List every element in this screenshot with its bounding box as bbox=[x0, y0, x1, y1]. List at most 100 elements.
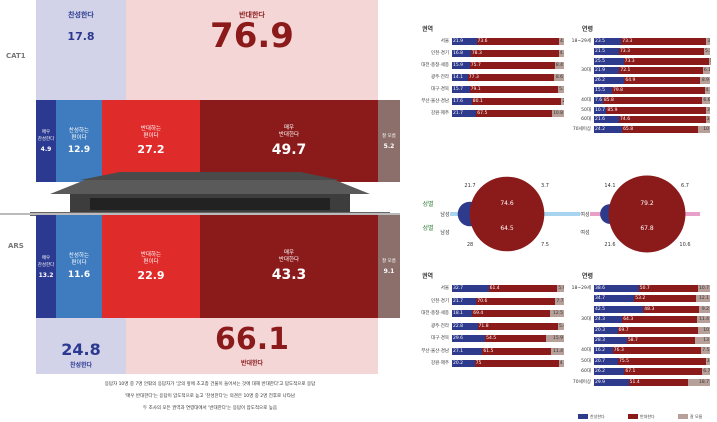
ars-very-support-cell: 매우 찬성한다 13.2 bbox=[36, 215, 56, 318]
bar-segment: 10 bbox=[698, 326, 710, 334]
cat1-very-support-cell: 매우 찬성한다 4.9 bbox=[36, 100, 56, 182]
center-divider-line bbox=[0, 213, 400, 215]
ars-very-oppose-value: 43.3 bbox=[271, 267, 307, 283]
bar-segment: 71.8 bbox=[477, 322, 558, 330]
oppose-background bbox=[126, 0, 378, 100]
row-label: 18~29세 bbox=[571, 39, 591, 44]
cat1-very-support-label: 매우 찬성한다 bbox=[37, 130, 55, 142]
bar-segment: 27.1 bbox=[452, 347, 483, 355]
gender-oppose-top-value: 74.6 bbox=[500, 200, 514, 207]
cat1-very-support-value: 4.9 bbox=[40, 146, 52, 153]
bar-segment: 73.3 bbox=[618, 47, 704, 55]
bar-segment: 16.2 bbox=[594, 347, 613, 355]
bar-segment: 24.2 bbox=[594, 126, 623, 134]
bar-segment: 7.7 bbox=[555, 297, 564, 305]
legend-swatch-unknown bbox=[678, 414, 688, 419]
bar-segment: 51.4 bbox=[628, 378, 689, 386]
ars-very-support-value: 13.2 bbox=[38, 271, 54, 279]
bar-segment: 64.3 bbox=[622, 316, 697, 324]
row-label: 서울 bbox=[440, 286, 449, 291]
gender-unknown-top-value: 6.7 bbox=[681, 183, 689, 189]
cat1-oppose-label: 반대하는 편이다 bbox=[140, 126, 162, 139]
bar-segment: 26.2 bbox=[594, 77, 625, 85]
cat1-very-oppose-cell: 매우 반대한다 49.7 bbox=[200, 100, 378, 182]
bar-segment: 78.3 bbox=[470, 50, 559, 57]
bar-segment: 15.7 bbox=[452, 86, 470, 93]
bar-segment: 74.6 bbox=[619, 116, 706, 124]
ars-support-value: 11.6 bbox=[67, 270, 91, 280]
gender-unknown-bottom-value: 7.5 bbox=[541, 242, 549, 248]
row-label: 인천·경기 bbox=[431, 298, 449, 304]
ars-very-oppose-cell: 매우 반대한다 43.3 bbox=[200, 215, 378, 318]
bottom-support-value: 24.8 bbox=[61, 340, 101, 359]
oppose-background-bottom bbox=[126, 318, 378, 374]
bar-segment: 3.8 bbox=[705, 116, 710, 124]
bar-segment: 14.1 bbox=[452, 74, 468, 81]
bar-segment: 34.7 bbox=[594, 295, 635, 303]
legend-label-oppose: 반대한다 bbox=[640, 414, 655, 419]
bar-segment: 20.7 bbox=[594, 357, 618, 365]
top-support-value: 17.8 bbox=[67, 30, 95, 43]
bottom-oppose-label: 반대한다 bbox=[240, 360, 264, 367]
bar-segment: 79.1 bbox=[469, 86, 559, 93]
bar-segment: 17.6 bbox=[452, 98, 472, 105]
bar-segment: 10.8 bbox=[551, 110, 564, 117]
bar-segment: 20.2 bbox=[452, 360, 475, 367]
bar-segment: 29.9 bbox=[594, 378, 629, 386]
bar-segment: 67.1 bbox=[624, 368, 703, 376]
bar-segment: 15.5 bbox=[594, 87, 612, 94]
bar-segment: 24.3 bbox=[594, 316, 623, 324]
bar-segment: 61.4 bbox=[488, 285, 558, 292]
bar-segment: 77.3 bbox=[467, 74, 555, 81]
top-support-label: 찬성한다 bbox=[68, 11, 94, 19]
bar-segment: 15.9 bbox=[452, 62, 470, 69]
bar-segment: 3.4 bbox=[706, 106, 710, 114]
bar-segment: 26.2 bbox=[594, 368, 625, 376]
bar-segment: 29.6 bbox=[452, 335, 486, 342]
row-label: 대전·충청·세종 bbox=[421, 63, 449, 68]
ars-label: ARS bbox=[8, 242, 24, 250]
bar-segment: 18.1 bbox=[452, 310, 473, 317]
gender-oppose-bubble bbox=[469, 176, 545, 252]
row-label: 70세이상 bbox=[572, 379, 591, 385]
bar-segment: 10.7 bbox=[697, 285, 710, 292]
gender-bubble-chart: 성별성별21.72874.664.53.77.5남성남성14.121.679.2… bbox=[422, 175, 700, 253]
ars-unknown-cell: 잘 모름 9.1 bbox=[378, 215, 400, 318]
bar-segment: 5.2 bbox=[703, 47, 710, 55]
bar-segment: 21.7 bbox=[452, 297, 477, 305]
bar-segment: 5.9 bbox=[557, 285, 564, 292]
cat1-very-oppose-value: 49.7 bbox=[271, 141, 307, 158]
ars-unknown-label: 잘 모름 bbox=[382, 259, 396, 264]
row-label: 강원·제주 bbox=[431, 361, 449, 366]
bar-segment: 75 bbox=[474, 360, 559, 367]
bar-segment: 72.1 bbox=[619, 67, 703, 75]
gender-support-bottom-value: 21.6 bbox=[604, 242, 615, 248]
bar-segment: 21.6 bbox=[594, 116, 620, 124]
gender-category-label-ars: 남성 bbox=[440, 229, 449, 236]
bar-segment: 1.2 bbox=[708, 57, 711, 65]
cat1-unknown-label: 잘 모름 bbox=[382, 133, 396, 139]
bar-segment: 73.3 bbox=[623, 57, 709, 65]
bar-segment: 8.9 bbox=[699, 77, 710, 85]
row-label: 30대 bbox=[581, 317, 591, 323]
bar-segment: 5.2 bbox=[558, 86, 564, 93]
row-label: 40대 bbox=[581, 348, 591, 354]
bar-segment: 12.5 bbox=[550, 310, 564, 317]
bar-segment: 23.5 bbox=[594, 38, 622, 45]
bar-segment: 11.4 bbox=[696, 316, 710, 324]
bar-segment: 69.4 bbox=[472, 310, 550, 317]
bar-segment: 7.6 bbox=[594, 96, 603, 104]
bar-segment: 18.7 bbox=[688, 378, 710, 386]
bar-segment: 21.5 bbox=[594, 47, 619, 55]
bar-segment: 6.7 bbox=[702, 368, 710, 376]
bar-segment: 4.8 bbox=[558, 360, 564, 367]
bar-segment: 85.9 bbox=[606, 106, 707, 114]
bar-segment: 3.2 bbox=[706, 38, 710, 45]
top-oppose-label: 반대한다 bbox=[239, 11, 265, 19]
bar-segment: 80.1 bbox=[471, 98, 562, 105]
cat1-unknown-value: 5.2 bbox=[383, 142, 395, 150]
bar-segment: 16.8 bbox=[452, 50, 471, 57]
bar-segment: 69.7 bbox=[617, 326, 699, 334]
panel-title-5: 연령 bbox=[582, 273, 594, 280]
bar-segment: 21.9 bbox=[594, 67, 620, 75]
